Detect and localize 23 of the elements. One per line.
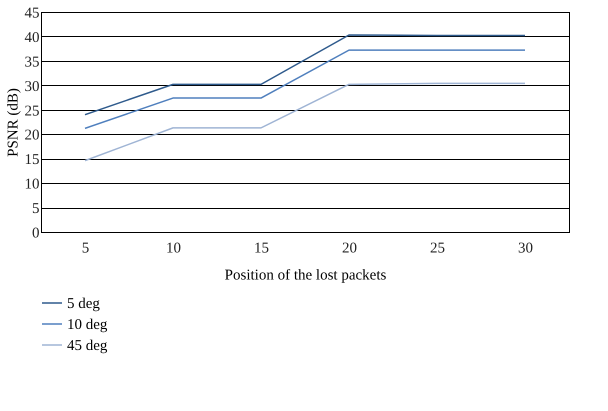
legend-label: 10 deg: [67, 317, 108, 333]
x-tick-label: 20: [342, 240, 357, 256]
x-axis-title: Position of the lost packets: [224, 268, 386, 284]
x-tick-label: 30: [518, 240, 533, 256]
legend-label: 45 deg: [67, 338, 108, 354]
legend-label: 5 deg: [67, 296, 100, 312]
x-tick-label: 10: [166, 240, 181, 256]
y-tick-label: 45: [24, 6, 40, 22]
y-tick-label: 0: [32, 226, 40, 242]
y-tick-label: 40: [24, 30, 40, 46]
y-tick-label: 25: [24, 103, 40, 120]
line-series: [84, 82, 526, 162]
x-tick-label: 25: [430, 240, 445, 256]
y-tick-label: 5: [32, 201, 40, 218]
x-tick-label: 15: [254, 240, 269, 256]
line-series: [84, 34, 526, 116]
y-tick-label: 20: [24, 128, 40, 144]
y-tick-label: 30: [24, 78, 40, 95]
y-tick-label: 35: [24, 54, 40, 70]
y-tick-label: 15: [24, 152, 40, 168]
y-tick-label: 10: [24, 176, 40, 193]
y-axis-title: PSNR (dB): [6, 88, 22, 157]
x-tick-label: 5: [82, 240, 90, 256]
